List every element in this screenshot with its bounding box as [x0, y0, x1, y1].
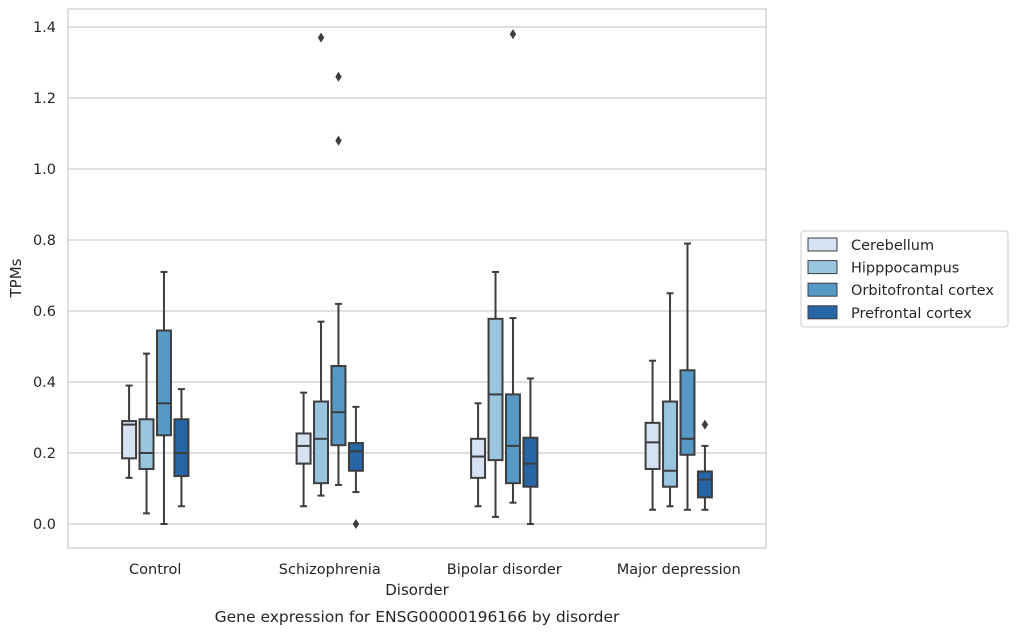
legend-item: Cerebellum: [807, 237, 934, 254]
box-hipppocampus: [662, 292, 679, 508]
box-cerebellum: [295, 391, 312, 508]
y-tick-label: 0.6: [33, 304, 56, 320]
x-tick-label: Control: [129, 562, 181, 578]
legend-item: Prefrontal cortex: [807, 305, 972, 322]
legend-swatch: [807, 305, 838, 320]
box-cerebellum: [121, 384, 138, 479]
iqr-box: [121, 420, 138, 460]
outlier-point: [701, 419, 709, 430]
box-series: [121, 29, 713, 529]
y-tick-label: 0.8: [33, 233, 56, 249]
legend-swatch: [807, 237, 838, 252]
iqr-box: [487, 317, 504, 462]
iqr-box: [313, 400, 330, 485]
iqr-box: [138, 418, 155, 470]
box-orbitofrontal-cortex: [504, 29, 521, 504]
iqr-box: [644, 421, 661, 470]
y-tick-label: 1.4: [33, 20, 56, 36]
iqr-box: [330, 365, 347, 447]
x-tick-labels: Control Schizophrenia Bipolar disorder Majo…: [129, 562, 741, 578]
y-tick-labels: 0.0 0.2 0.4 0.6 0.8 1.0 1.2 1.4: [33, 20, 56, 533]
y-tick-label: 0.0: [33, 517, 56, 533]
legend-item: Orbitofrontal cortex: [807, 282, 994, 299]
box-prefrontal-cortex: [173, 388, 190, 508]
box-cerebellum: [644, 359, 661, 511]
y-tick-label: 0.2: [33, 446, 56, 462]
iqr-box: [470, 437, 487, 479]
iqr-box: [679, 369, 696, 456]
x-tick-label: Schizophrenia: [279, 562, 381, 578]
box-prefrontal-cortex: [347, 405, 364, 529]
x-axis-label: Disorder: [385, 581, 449, 599]
iqr-box: [295, 432, 312, 465]
box-orbitofrontal-cortex: [679, 242, 696, 511]
iqr-box: [504, 393, 521, 485]
outlier-point: [509, 29, 517, 40]
legend-label: Hipppocampus: [851, 261, 959, 277]
legend-item: Hipppocampus: [807, 260, 959, 277]
y-tick-label: 0.4: [33, 375, 56, 391]
legend-label: Cerebellum: [851, 238, 934, 254]
legend-swatch: [807, 282, 838, 297]
x-tick-label: Major depression: [617, 562, 741, 578]
grid-lines: [68, 26, 766, 525]
box-prefrontal-cortex: [522, 377, 539, 525]
box-cerebellum: [470, 402, 487, 508]
chart-caption: Gene expression for ENSG00000196166 by d…: [215, 608, 620, 626]
y-tick-label: 1.2: [33, 91, 56, 107]
outlier-point: [352, 519, 360, 529]
plot-frame: [67, 8, 767, 549]
iqr-box: [155, 329, 172, 437]
outlier-point: [335, 135, 342, 146]
iqr-box: [173, 418, 190, 478]
x-tick-label: Bipolar disorder: [447, 562, 562, 578]
outlier-point: [317, 32, 325, 43]
box-prefrontal-cortex: [696, 419, 713, 511]
y-tick-label: 1.0: [33, 162, 56, 178]
box-orbitofrontal-cortex: [330, 71, 347, 486]
box-hipppocampus: [138, 352, 155, 515]
box-hipppocampus: [313, 32, 330, 497]
legend-swatch: [807, 260, 838, 275]
outlier-point: [335, 71, 342, 82]
legend: Cerebellum Hipppocampus Orbitofrontal cort…: [800, 230, 1009, 328]
iqr-box: [662, 400, 679, 488]
iqr-box: [347, 442, 364, 472]
y-axis-label: TPMs: [7, 258, 25, 298]
legend-label: Prefrontal cortex: [851, 306, 972, 322]
legend-frame: [800, 230, 1009, 328]
box-hipppocampus: [487, 270, 504, 518]
legend-label: Orbitofrontal cortex: [851, 283, 994, 299]
iqr-box: [522, 436, 539, 488]
iqr-box: [696, 470, 713, 499]
box-orbitofrontal-cortex: [155, 270, 172, 525]
